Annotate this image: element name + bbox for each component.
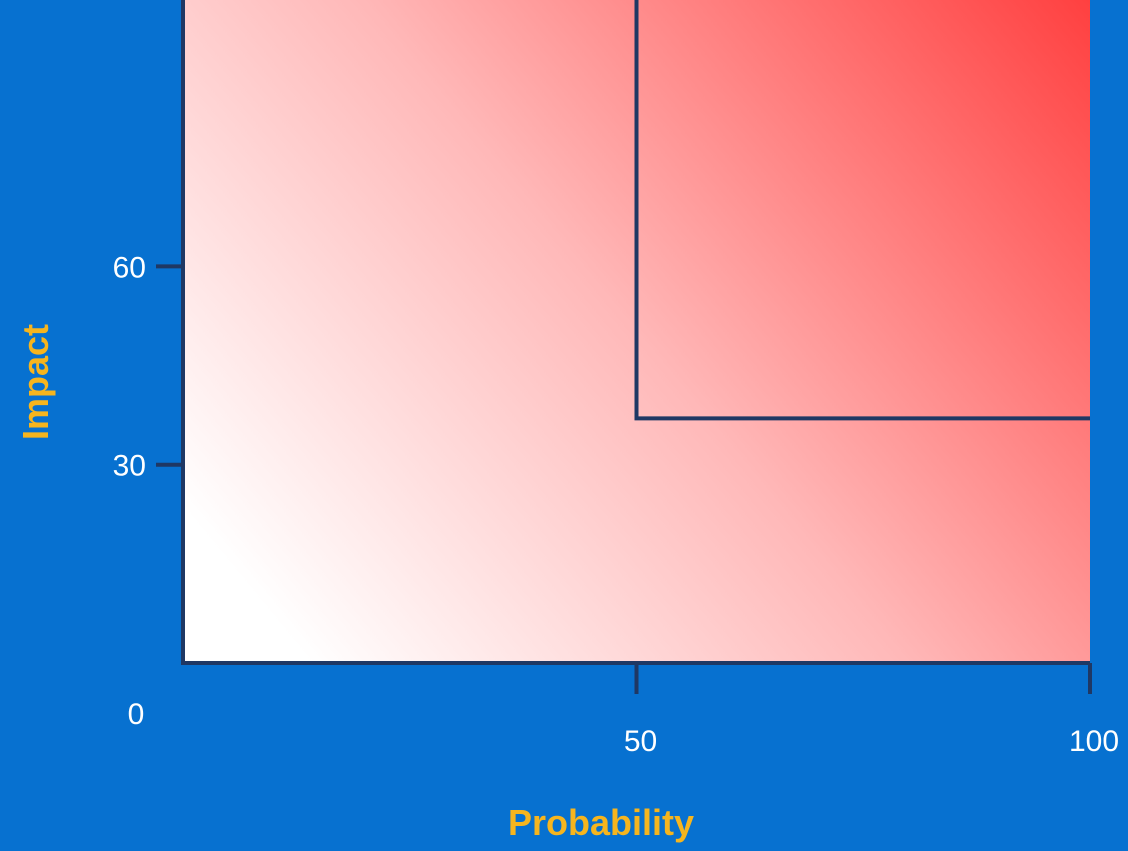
- y-tick-label: 60: [113, 251, 146, 284]
- y-tick-label: 30: [113, 450, 146, 483]
- x-tick-label: 50: [624, 725, 657, 758]
- x-axis-title: Probability: [508, 802, 694, 843]
- y-axis-ticks: 30 60: [113, 251, 183, 483]
- x-tick-label: 0: [128, 698, 145, 731]
- x-axis-ticks: 0 50 100: [128, 663, 1119, 758]
- axis-lines: [181, 0, 1090, 665]
- x-tick-label: 100: [1069, 725, 1119, 758]
- y-axis-title: Impact: [15, 324, 56, 440]
- high-risk-zone-boundary: [634, 0, 1090, 421]
